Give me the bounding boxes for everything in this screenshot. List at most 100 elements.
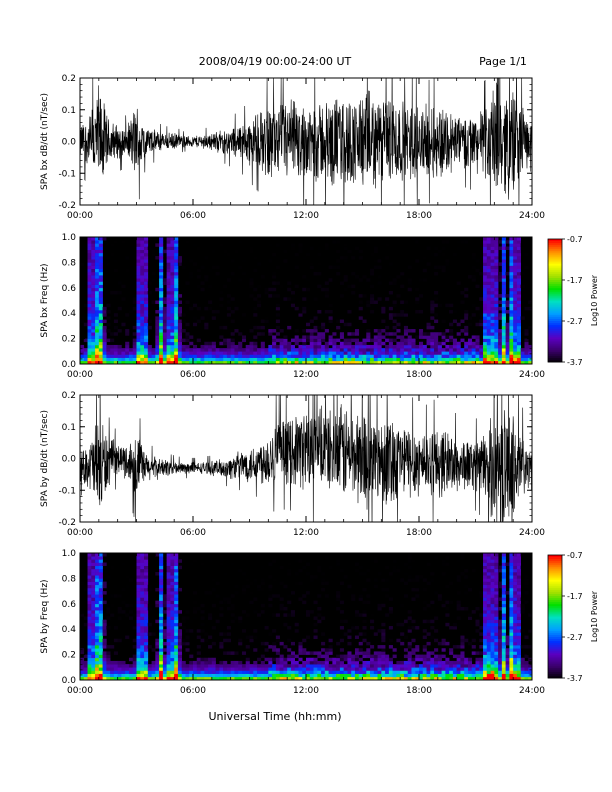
spectrogram-cell (509, 591, 514, 595)
spectrogram-cell (98, 559, 103, 563)
spectrogram-cell (513, 657, 518, 662)
spectrogram-cell (479, 673, 484, 678)
spectrogram-cell (162, 603, 167, 608)
spectrogram-cell (298, 651, 303, 655)
spectrogram-cell (204, 670, 209, 674)
spectrogram-cell (494, 306, 499, 311)
spectrogram-cell (309, 673, 314, 678)
spectrogram-cell (294, 357, 299, 362)
spectrogram-cell (98, 300, 103, 304)
spectrogram-cell (351, 271, 356, 276)
spectrogram-cell (528, 344, 533, 349)
spectrogram-cell (162, 335, 167, 339)
spectrogram-cell (159, 553, 164, 557)
spectrogram-cell (434, 313, 439, 317)
spectrogram-cell (354, 329, 360, 333)
spectrogram-cell (509, 578, 514, 582)
spectrogram-cell (249, 344, 254, 349)
spectrogram-cell (415, 673, 420, 678)
spectrogram-cell (362, 654, 367, 659)
spectrogram-cell (388, 610, 393, 614)
spectrogram-cell (189, 348, 194, 352)
spectrogram-cell (144, 676, 149, 681)
spectrogram-cell (452, 252, 457, 257)
spectrogram-cell (245, 613, 250, 617)
spectrogram-cell (351, 256, 356, 260)
spectrogram-cell (479, 670, 484, 674)
spectrogram-cell (437, 667, 442, 671)
spectrogram-cell (185, 338, 190, 343)
spectrogram-cell (87, 568, 92, 573)
spectrogram-cell (159, 240, 164, 244)
spectrogram-cell (140, 553, 145, 557)
spectrogram-cell (351, 664, 356, 668)
spectrogram-cell (483, 316, 488, 320)
spectrogram-cell (230, 338, 235, 343)
spectrogram-cell (110, 351, 115, 355)
spectrogram-cell (177, 648, 182, 652)
spectrogram-cell (290, 664, 295, 668)
spectrogram-cell (441, 351, 446, 355)
spectrogram-cell (494, 645, 499, 649)
spectrogram-cell (392, 348, 397, 352)
spectrogram-cell (351, 667, 356, 671)
spectrogram-cell (471, 256, 476, 260)
spectrogram-cell (347, 310, 352, 314)
spectrogram-cell (223, 632, 228, 636)
spectrogram-cell (253, 240, 258, 244)
spectrogram-cell (486, 603, 491, 608)
spectrogram-cell (136, 591, 141, 595)
spectrogram-cell (486, 268, 491, 273)
spectrogram-cell (407, 629, 412, 633)
spectrogram-cell (140, 613, 145, 617)
spectrogram-cell (498, 657, 503, 662)
y-axis-label: SPA by Freq (Hz) (40, 579, 50, 653)
y-tick-label: 0.1 (62, 423, 76, 433)
spectrogram-cell (219, 357, 224, 362)
spectrogram-cell (268, 632, 273, 636)
spectrogram-cell (230, 360, 235, 365)
spectrogram-cell (102, 632, 107, 636)
spectrogram-cell (91, 316, 96, 320)
colorbar-segment (548, 557, 562, 560)
spectrogram-cell (174, 262, 179, 266)
spectrogram-cell (343, 676, 348, 681)
spectrogram-cell (456, 616, 461, 620)
spectrogram-cell (181, 329, 186, 333)
spectrogram-cell (464, 606, 469, 611)
spectrogram-cell (110, 594, 115, 598)
spectrogram-cell (298, 354, 303, 358)
spectrogram-cell (498, 329, 503, 333)
spectrogram-cell (91, 587, 96, 592)
spectrogram-cell (313, 575, 318, 579)
spectrogram-cell (226, 360, 231, 365)
spectrogram-cell (102, 600, 107, 605)
spectrogram-cell (193, 348, 198, 352)
spectrogram-cell (456, 603, 461, 608)
spectrogram-cell (159, 610, 164, 614)
spectrogram-cell (370, 657, 375, 662)
spectrogram-cell (174, 591, 179, 595)
spectrogram-cell (185, 629, 190, 633)
spectrogram-cell (260, 275, 265, 279)
spectrogram-cell (426, 284, 431, 289)
spectrogram-cell (264, 290, 269, 295)
spectrogram-cell (272, 648, 277, 652)
spectrogram-cell (490, 562, 495, 566)
spectrogram-cell (498, 271, 503, 276)
spectrogram-cell (494, 616, 499, 620)
spectrogram-cell (306, 664, 311, 668)
spectrogram-cell (437, 654, 442, 659)
spectrogram-cell (272, 667, 277, 671)
spectrogram-cell (347, 354, 352, 358)
spectrogram-cell (528, 351, 533, 355)
spectrogram-cell (388, 660, 393, 665)
spectrogram-cell (125, 575, 130, 579)
spectrogram-cell (324, 594, 329, 598)
spectrogram-cell (234, 616, 239, 620)
colorbar-segment (548, 604, 562, 607)
spectrogram-cell (170, 275, 175, 279)
spectrogram-cell (524, 635, 529, 640)
spectrogram-cell (524, 360, 529, 365)
spectrogram-cell (125, 344, 130, 349)
